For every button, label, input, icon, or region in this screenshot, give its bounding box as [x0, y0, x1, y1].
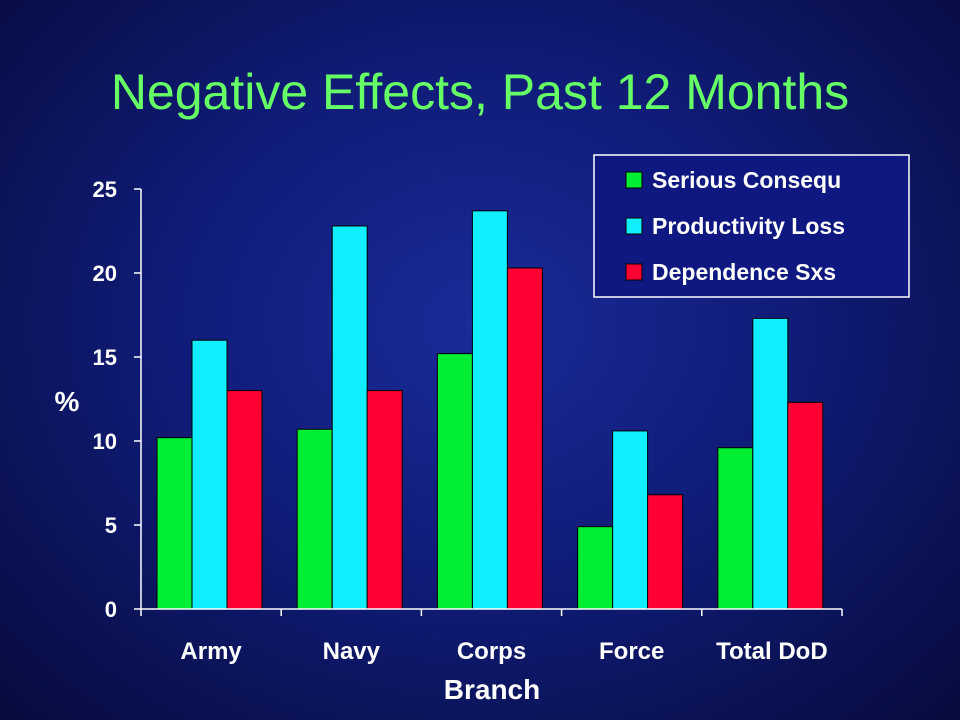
- bar-dependence-sxs-force: [647, 494, 684, 610]
- x-tick-label: Corps: [457, 638, 526, 665]
- bar-serious-consequ-total-dod: [717, 447, 754, 610]
- legend-box: [593, 154, 910, 298]
- bar-dependence-sxs-total-dod: [787, 401, 824, 610]
- x-tick-label: Force: [599, 638, 664, 665]
- bar-serious-consequ-corps: [436, 353, 473, 610]
- bars-group: [156, 210, 824, 610]
- x-tick-label: Navy: [323, 638, 381, 665]
- bar-dependence-sxs-corps: [506, 267, 543, 610]
- legend-label: Productivity Loss: [652, 213, 845, 239]
- y-tick-label: 15: [93, 345, 117, 370]
- legend-swatch: [625, 171, 643, 189]
- y-tick-label: 0: [105, 597, 117, 622]
- bar-productivity-loss-navy: [331, 225, 368, 610]
- bar-serious-consequ-force: [577, 526, 614, 610]
- y-tick-label: 20: [93, 261, 117, 286]
- x-tick-label: Total DoD: [716, 638, 828, 665]
- y-tick-label: 5: [105, 513, 117, 538]
- legend: Serious Consequ Productivity Loss Dependen…: [593, 154, 910, 298]
- x-axis-title: Branch: [444, 674, 540, 705]
- bar-serious-consequ-army: [156, 437, 193, 610]
- x-tick-label: Army: [180, 638, 242, 665]
- legend-label: Dependence Sxs: [652, 259, 836, 285]
- bar-productivity-loss-force: [612, 430, 649, 610]
- slide-title: Negative Effects, Past 12 Months: [110, 64, 850, 120]
- y-tick-label: 25: [93, 177, 117, 202]
- bar-productivity-loss-army: [191, 339, 228, 610]
- bar-serious-consequ-navy: [296, 428, 333, 610]
- bar-dependence-sxs-army: [226, 390, 263, 610]
- legend-swatch: [625, 217, 643, 235]
- axes-group: 0 5 10 15 20 25 Army Navy Corps Force Total DoD Bra…: [55, 177, 843, 705]
- y-axis-title: %: [55, 386, 80, 417]
- legend-label: Serious Consequ: [652, 167, 841, 193]
- bar-productivity-loss-corps: [471, 210, 508, 610]
- bar-productivity-loss-total-dod: [752, 317, 789, 610]
- bar-dependence-sxs-navy: [366, 390, 403, 610]
- legend-swatch: [625, 263, 643, 281]
- y-tick-label: 10: [93, 429, 117, 454]
